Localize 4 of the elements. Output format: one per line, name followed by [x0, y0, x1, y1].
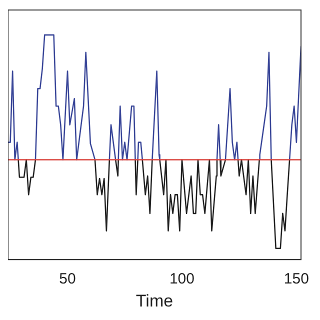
- x-tick-label: 50: [59, 270, 76, 288]
- x-tick-label: 100: [169, 270, 194, 288]
- x-axis-title: Time: [136, 291, 174, 310]
- x-tick-label: 150: [284, 270, 309, 288]
